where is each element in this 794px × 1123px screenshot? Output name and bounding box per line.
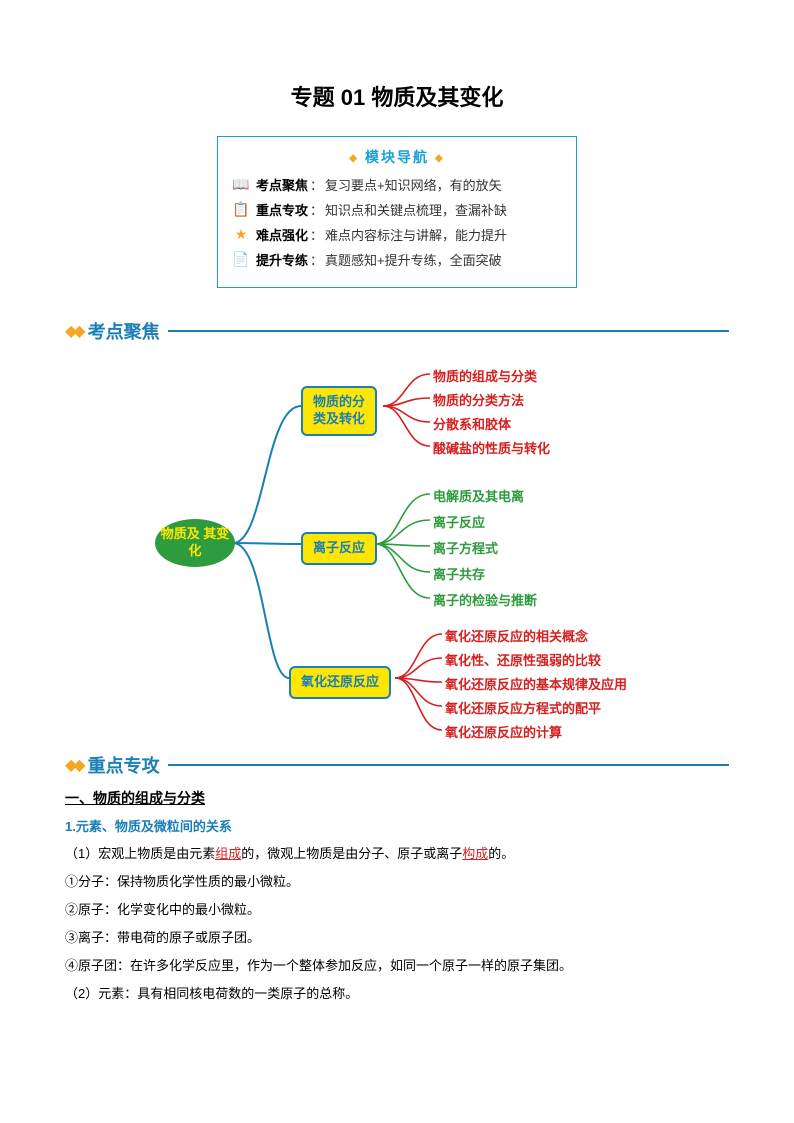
nav-icon: 📄: [232, 251, 250, 268]
mindmap-leaf: 氧化性、还原性强弱的比较: [445, 650, 601, 669]
text-span: 的。: [488, 846, 514, 861]
mindmap-leaf: 物质的组成与分类: [433, 366, 537, 385]
mindmap: 物质及 其变化 物质的分 类及转化 物质的组成与分类物质的分类方法分散系和胶体酸碱…: [65, 354, 729, 734]
subheading-number: 1.: [65, 819, 76, 834]
section-header-key: ◆◆ 重点专攻: [65, 752, 729, 778]
nav-text: 真题感知+提升专练，全面突破: [325, 250, 502, 269]
nav-row: 📄提升专练：真题感知+提升专练，全面突破: [232, 250, 562, 269]
section-line: [168, 330, 729, 332]
highlight-zucheng: 组成: [215, 846, 241, 861]
nav-label: 考点聚焦: [256, 175, 308, 194]
mindmap-leaf: 物质的分类方法: [433, 390, 524, 409]
mindmap-leaf: 氧化还原反应的相关概念: [445, 626, 588, 645]
nav-label: 提升专练: [256, 250, 308, 269]
mindmap-leaf: 电解质及其电离: [433, 486, 524, 505]
nav-text: 知识点和关键点梳理，查漏补缺: [325, 200, 507, 219]
nav-icon: 📖: [232, 176, 250, 193]
body-paragraph: （1）宏观上物质是由元素组成的，微观上物质是由分子、原子或离子构成的。: [65, 841, 729, 867]
nav-label: 难点强化: [256, 225, 308, 244]
mindmap-leaf: 离子的检验与推断: [433, 590, 537, 609]
mindmap-leaf: 离子反应: [433, 512, 485, 531]
mindmap-leaf: 分散系和胶体: [433, 414, 511, 433]
section-title: 重点专攻: [88, 752, 160, 778]
content-subheading: 1.元素、物质及微粒间的关系: [65, 816, 729, 835]
mindmap-leaf: 离子共存: [433, 564, 485, 583]
page-title: 专题 01 物质及其变化: [65, 80, 729, 112]
mindmap-root: 物质及 其变化: [155, 519, 235, 567]
mindmap-leaf: 氧化还原反应方程式的配平: [445, 698, 601, 717]
nav-icon: ★: [232, 226, 250, 243]
text-span: 的，微观上物质是由分子、原子或离子: [241, 846, 462, 861]
body-paragraph: ③离子：带电荷的原子或原子团。: [65, 925, 729, 951]
nav-header: 模块导航: [232, 147, 562, 167]
mindmap-node: 离子反应: [301, 532, 377, 565]
body-paragraph: ②原子：化学变化中的最小微粒。: [65, 897, 729, 923]
nav-row: ★难点强化：难点内容标注与讲解，能力提升: [232, 225, 562, 244]
nav-text: 难点内容标注与讲解，能力提升: [325, 225, 507, 244]
text-span: （1）宏观上物质是由元素: [65, 846, 215, 861]
mindmap-leaf: 离子方程式: [433, 538, 498, 557]
mindmap-leaf: 氧化还原反应的计算: [445, 722, 562, 741]
nav-icon: 📋: [232, 201, 250, 218]
mindmap-node: 氧化还原反应: [289, 666, 391, 699]
section-title: 考点聚焦: [88, 318, 160, 344]
nav-row: 📋重点专攻：知识点和关键点梳理，查漏补缺: [232, 200, 562, 219]
body-paragraph: ①分子：保持物质化学性质的最小微粒。: [65, 869, 729, 895]
mindmap-node: 物质的分 类及转化: [301, 386, 377, 436]
section-line: [168, 764, 729, 766]
nav-row: 📖考点聚焦：复习要点+知识网络，有的放矢: [232, 175, 562, 194]
body-paragraph: ④原子团：在许多化学反应里，作为一个整体参加反应，如同一个原子一样的原子集团。: [65, 953, 729, 979]
mindmap-leaf: 酸碱盐的性质与转化: [433, 438, 550, 457]
body-paragraph: （2）元素：具有相同核电荷数的一类原子的总称。: [65, 981, 729, 1007]
subheading-text: 元素、物质及微粒间的关系: [76, 819, 232, 834]
highlight-goucheng: 构成: [462, 846, 488, 861]
diamond-icon: ◆◆: [65, 321, 82, 341]
nav-text: 复习要点+知识网络，有的放矢: [325, 175, 502, 194]
nav-label: 重点专攻: [256, 200, 308, 219]
content-subtitle: 一、物质的组成与分类: [65, 788, 729, 808]
section-header-focus: ◆◆ 考点聚焦: [65, 318, 729, 344]
mindmap-leaf: 氧化还原反应的基本规律及应用: [445, 674, 627, 693]
diamond-icon: ◆◆: [65, 755, 82, 775]
nav-module-box: 模块导航 📖考点聚焦：复习要点+知识网络，有的放矢📋重点专攻：知识点和关键点梳理…: [217, 136, 577, 288]
